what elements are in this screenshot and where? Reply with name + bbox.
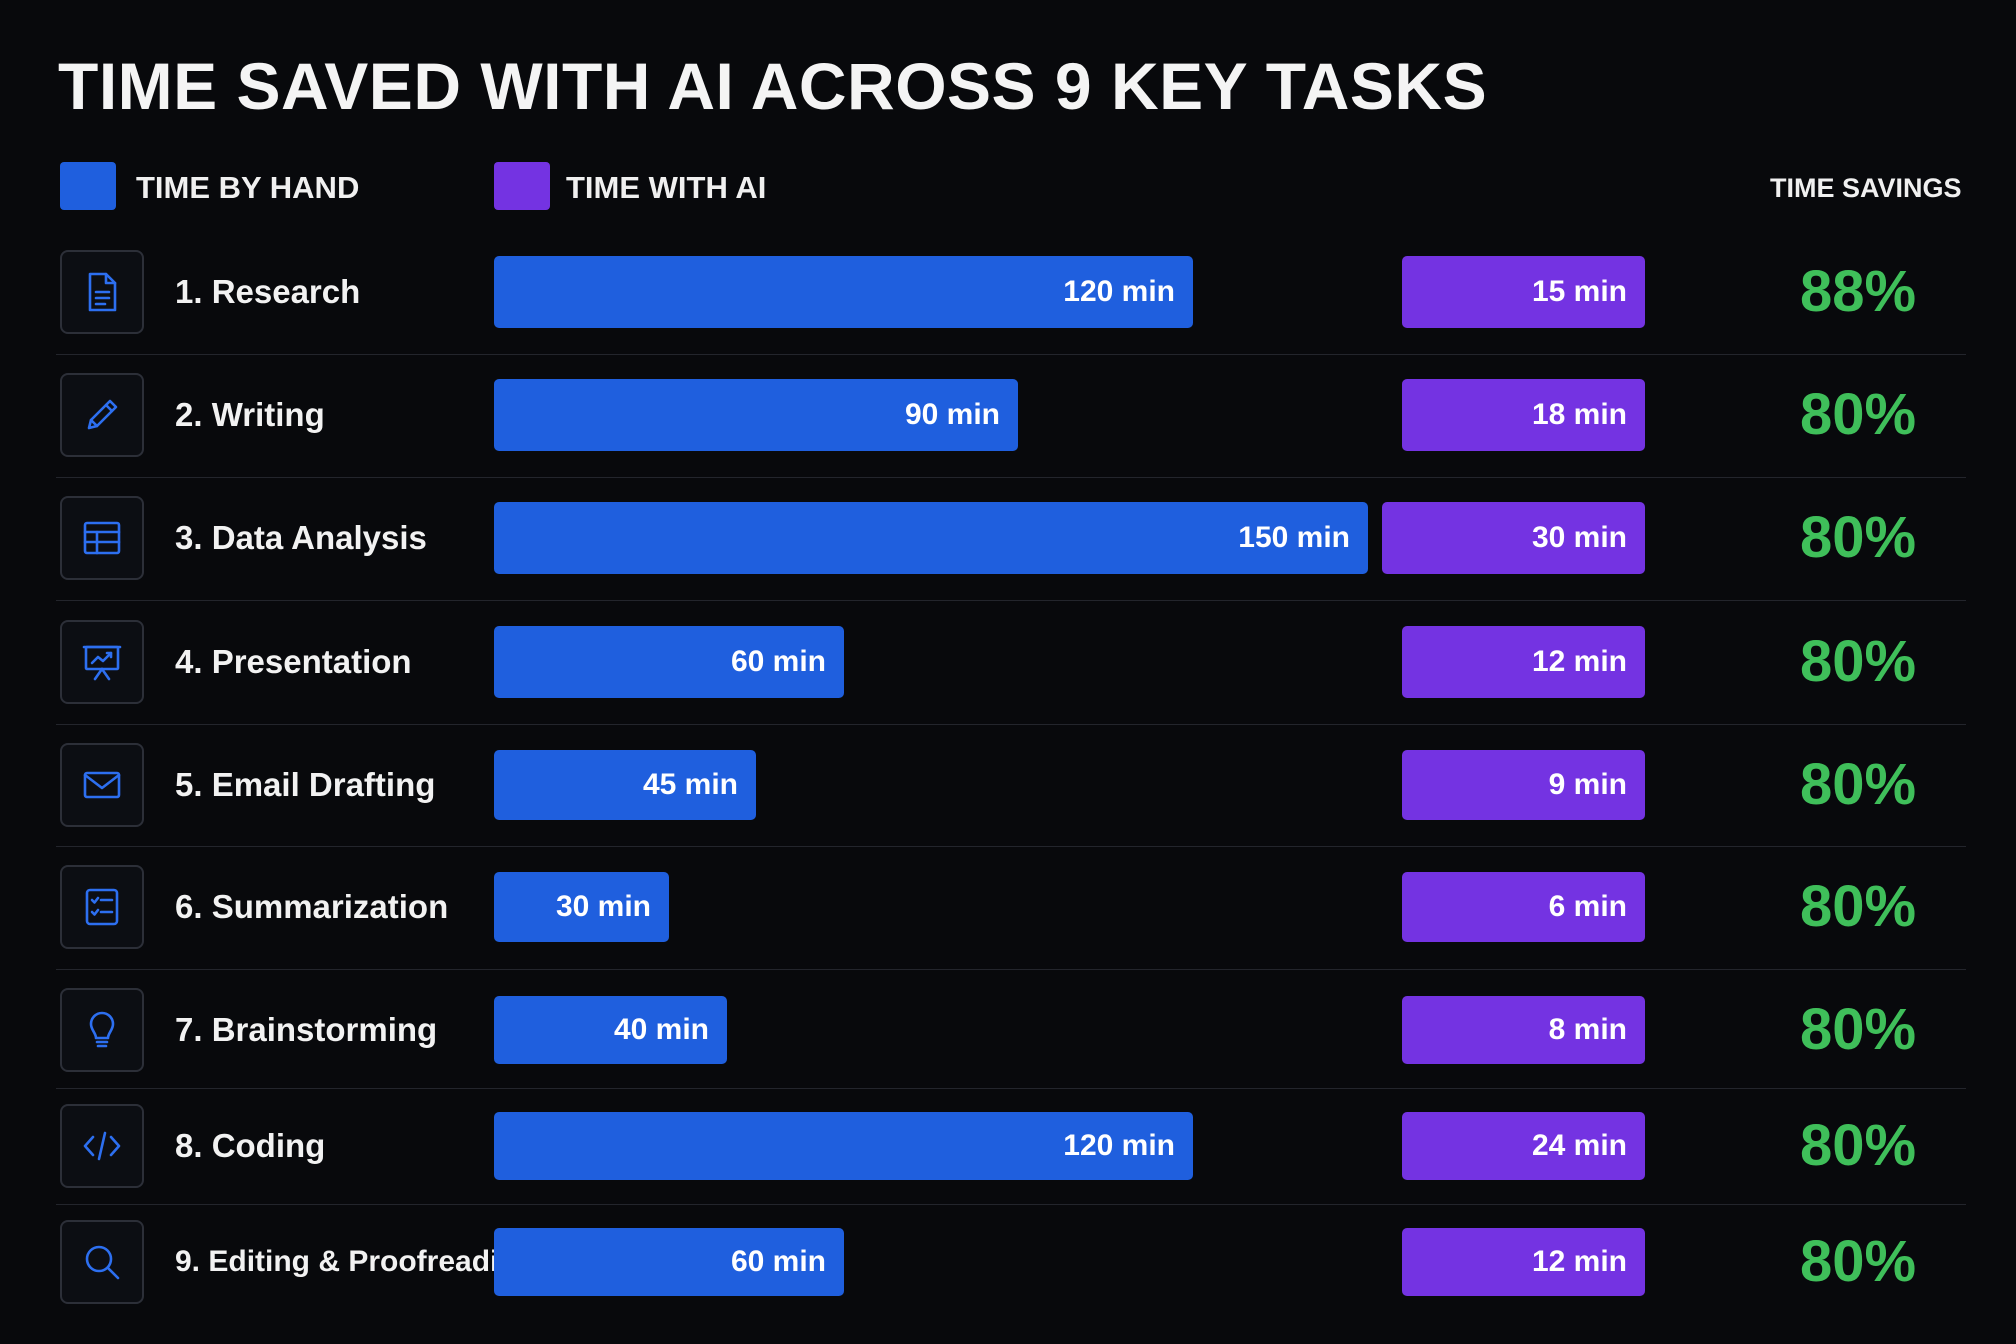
task-label: 1. Research: [175, 273, 361, 310]
bar-value-label-hand: 120 min: [1063, 1129, 1175, 1162]
task-label: 9. Editing & Proofreading: [175, 1245, 536, 1278]
task-icon-box: [60, 250, 144, 334]
task-icon-box: [60, 1220, 144, 1304]
bar-time-by-hand: 60 min: [494, 626, 844, 698]
bar-value-label-ai: 8 min: [1548, 1013, 1627, 1046]
time-savings-value: 80%: [1800, 874, 1917, 939]
table-icon: [83, 521, 121, 555]
bar-value-label-ai: 9 min: [1548, 768, 1627, 801]
bar-value-label-hand: 90 min: [904, 398, 1000, 431]
chart-row: 3. Data Analysis 150 min 30 min 80%: [0, 0, 2016, 601]
pencil-icon: [87, 399, 118, 430]
task-label: 2. Writing: [175, 396, 325, 433]
task-icon-box: [60, 373, 144, 457]
bar-value-label-ai: 12 min: [1531, 1245, 1627, 1278]
legend-label-hand: TIME BY HAND: [136, 170, 360, 205]
bar-time-with-ai: 18 min: [1402, 379, 1645, 451]
row-divider: [56, 846, 1966, 847]
chart-row: 8. Coding 120 min 24 min 80%: [0, 0, 2016, 1205]
task-label: 7. Brainstorming: [175, 1011, 438, 1048]
bar-time-by-hand: 120 min: [494, 1112, 1193, 1180]
bar-time-with-ai: 8 min: [1402, 996, 1645, 1064]
bar-time-by-hand: 150 min: [494, 502, 1368, 574]
time-savings-value: 80%: [1800, 505, 1917, 570]
chart-row: 4. Presentation 60 min 12 min 80%: [0, 0, 2016, 725]
bar-value-label-ai: 12 min: [1531, 645, 1627, 678]
bar-time-with-ai: 12 min: [1402, 1228, 1645, 1296]
task-label: 6. Summarization: [175, 888, 449, 925]
bar-time-by-hand: 90 min: [494, 379, 1018, 451]
row-divider: [56, 1204, 1966, 1205]
task-label: 5. Email Drafting: [175, 766, 436, 803]
row-divider: [56, 600, 1966, 601]
legend-swatch-hand: [60, 162, 116, 210]
bar-value-label-hand: 120 min: [1063, 275, 1175, 308]
time-savings-value: 80%: [1800, 752, 1917, 817]
task-label: 4. Presentation: [175, 643, 412, 680]
legend-label-ai: TIME WITH AI: [566, 170, 767, 205]
presentation-icon: [82, 645, 122, 681]
task-label: 3. Data Analysis: [175, 519, 427, 556]
bar-value-label-ai: 30 min: [1531, 521, 1627, 554]
chart-row: 7. Brainstorming 40 min 8 min 80%: [0, 0, 2016, 1089]
time-savings-value: 88%: [1800, 259, 1917, 324]
time-savings-value: 80%: [1800, 1113, 1917, 1178]
lightbulb-icon: [89, 1011, 115, 1048]
bar-time-with-ai: 15 min: [1402, 256, 1645, 328]
magnifier-icon: [85, 1245, 120, 1280]
bar-time-with-ai: 9 min: [1402, 750, 1645, 820]
chart-row: 2. Writing 90 min 18 min 80%: [0, 0, 2016, 478]
task-icon-box: [60, 620, 144, 704]
bar-value-label-ai: 18 min: [1531, 398, 1627, 431]
bar-value-label-hand: 45 min: [642, 768, 738, 801]
chart-row: 5. Email Drafting 45 min 9 min 80%: [0, 0, 2016, 847]
row-divider: [56, 968, 1966, 970]
chart-row: 9. Editing & Proofreading 60 min 12 min 80%: [0, 0, 2016, 1304]
row-divider: [56, 1088, 1966, 1089]
bar-value-label-hand: 150 min: [1238, 521, 1350, 554]
bar-time-with-ai: 24 min: [1402, 1112, 1645, 1180]
bar-value-label-ai: 24 min: [1531, 1129, 1627, 1162]
code-icon: [83, 1131, 121, 1161]
row-divider: [56, 476, 1966, 478]
bar-time-by-hand: 60 min: [494, 1228, 844, 1296]
bar-time-by-hand: 40 min: [494, 996, 727, 1064]
chart-row: 1. Research 120 min 15 min 88%: [0, 0, 2016, 355]
time-savings-value: 80%: [1800, 629, 1917, 694]
bar-time-by-hand: 45 min: [494, 750, 756, 820]
task-icon-box: [60, 496, 144, 580]
bar-value-label-hand: 60 min: [730, 645, 826, 678]
time-savings-value: 80%: [1800, 382, 1917, 447]
task-label: 8. Coding: [175, 1127, 326, 1164]
chart-row: 6. Summarization 30 min 6 min 80%: [0, 0, 2016, 970]
bar-value-label-hand: 40 min: [613, 1013, 709, 1046]
row-divider: [56, 353, 1966, 355]
checklist-icon: [85, 888, 119, 926]
bar-time-by-hand: 120 min: [494, 256, 1193, 328]
bar-time-with-ai: 30 min: [1382, 502, 1645, 574]
task-icon-box: [60, 865, 144, 949]
bar-value-label-ai: 6 min: [1548, 890, 1627, 923]
time-savings-value: 80%: [1800, 997, 1917, 1062]
task-icon-box: [60, 743, 144, 827]
chart-title: TIME SAVED WITH AI ACROSS 9 KEY TASKS: [58, 49, 1488, 123]
task-icon-box: [60, 1104, 144, 1188]
bar-value-label-hand: 30 min: [555, 890, 651, 923]
savings-header: TIME SAVINGS: [1770, 173, 1962, 203]
document-icon: [88, 272, 117, 312]
bar-time-with-ai: 12 min: [1402, 626, 1645, 698]
bar-time-by-hand: 30 min: [494, 872, 669, 942]
bar-value-label-hand: 60 min: [730, 1245, 826, 1278]
row-divider: [56, 723, 1966, 725]
task-icon-box: [60, 988, 144, 1072]
time-savings-value: 80%: [1800, 1229, 1917, 1294]
bar-time-with-ai: 6 min: [1402, 872, 1645, 942]
legend-swatch-ai: [494, 162, 550, 210]
envelope-icon: [83, 771, 121, 799]
bar-value-label-ai: 15 min: [1531, 275, 1627, 308]
